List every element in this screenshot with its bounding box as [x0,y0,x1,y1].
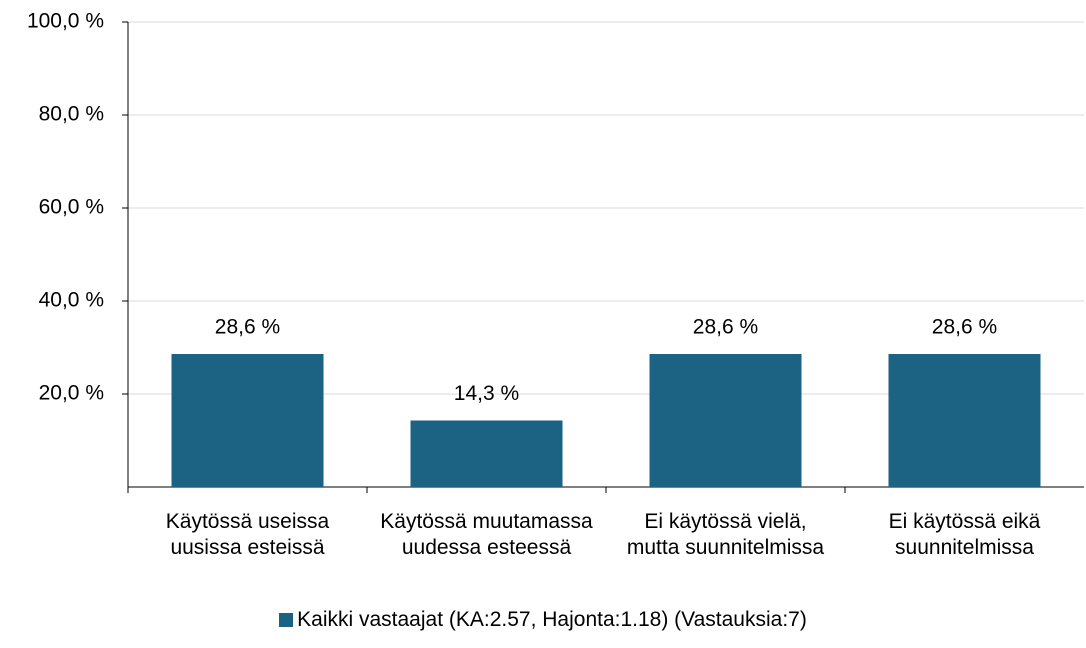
y-tick-label: 60,0 % [39,196,104,219]
y-tick-label: 80,0 % [39,103,104,126]
bar [171,354,324,487]
legend: Kaikki vastaajat (KA:2.57, Hajonta:1.18)… [0,608,1086,632]
legend-label: Kaikki vastaajat (KA:2.57, Hajonta:1.18)… [297,608,807,631]
value-label: 28,6 % [932,316,997,339]
x-tick-label: Ei käytössä vielä, mutta suunnitelmissa [626,510,825,559]
legend-swatch [279,613,294,627]
value-label: 28,6 % [215,316,280,339]
x-tick-label: Käytössä muutamassa uudessa esteessä [380,510,593,559]
bar [410,420,563,487]
bar [649,354,802,487]
bar [888,354,1041,487]
y-tick-label: 20,0 % [39,382,104,405]
x-tick-label: Ei käytössä eikä suunnitelmissa [888,510,1041,559]
value-label: 14,3 % [454,382,519,405]
y-tick-label: 40,0 % [39,289,104,312]
y-tick-label: 100,0 % [27,10,104,33]
value-label: 28,6 % [693,316,758,339]
x-tick-label: Käytössä useissa uusissa esteissä [165,510,330,559]
